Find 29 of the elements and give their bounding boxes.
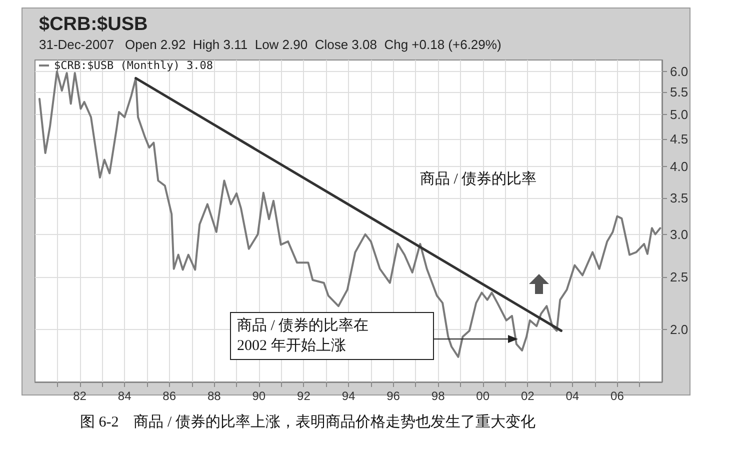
y-tick-label: 4.0 [670,159,688,174]
y-tick-label: 3.5 [670,190,688,206]
x-tick-label: 06 [610,389,624,403]
x-tick-label: 84 [118,389,132,403]
y-tick-label: 5.5 [670,84,688,100]
chart-title: $CRB:$USB [39,14,148,35]
legend-label: $CRB:$USB (Monthly) 3.08 [54,59,213,72]
callout-box: 商品 / 债券的比率在 2002 年开始上涨 [230,312,434,360]
x-tick-label: 88 [207,389,222,403]
chart-subtitle: 31-Dec-2007 Open 2.92 High 3.11 Low 2.90 Close 3.08 Chg +0.18 (+6.29%) [39,37,502,52]
y-tick-label: 3.0 [670,226,688,242]
x-tick-label: 92 [297,389,311,403]
x-tick-label: 96 [386,389,400,403]
y-tick-label: 6.0 [670,64,688,79]
line-series [38,70,662,358]
x-tick-label: 86 [162,389,176,403]
y-tick-label: 4.5 [670,132,688,147]
x-tick-label: 82 [73,389,87,403]
x-tick-label: 00 [476,389,490,403]
caption: 图 6-2 商品 / 债券的比率上涨，表明商品价格走势也发生了重大变化 [80,414,536,430]
annotation: 商品 / 债券的比率 [420,170,537,188]
y-tick-label: 2.0 [670,322,688,338]
y-tick-label: 5.0 [670,106,688,122]
x-tick-label: 98 [431,389,446,403]
x-tick-label: 04 [566,389,580,403]
x-tick-label: 94 [342,389,356,403]
x-tick-label: 02 [520,389,535,403]
x-tick-label: 90 [252,389,266,403]
y-tick-label: 2.5 [670,270,688,285]
